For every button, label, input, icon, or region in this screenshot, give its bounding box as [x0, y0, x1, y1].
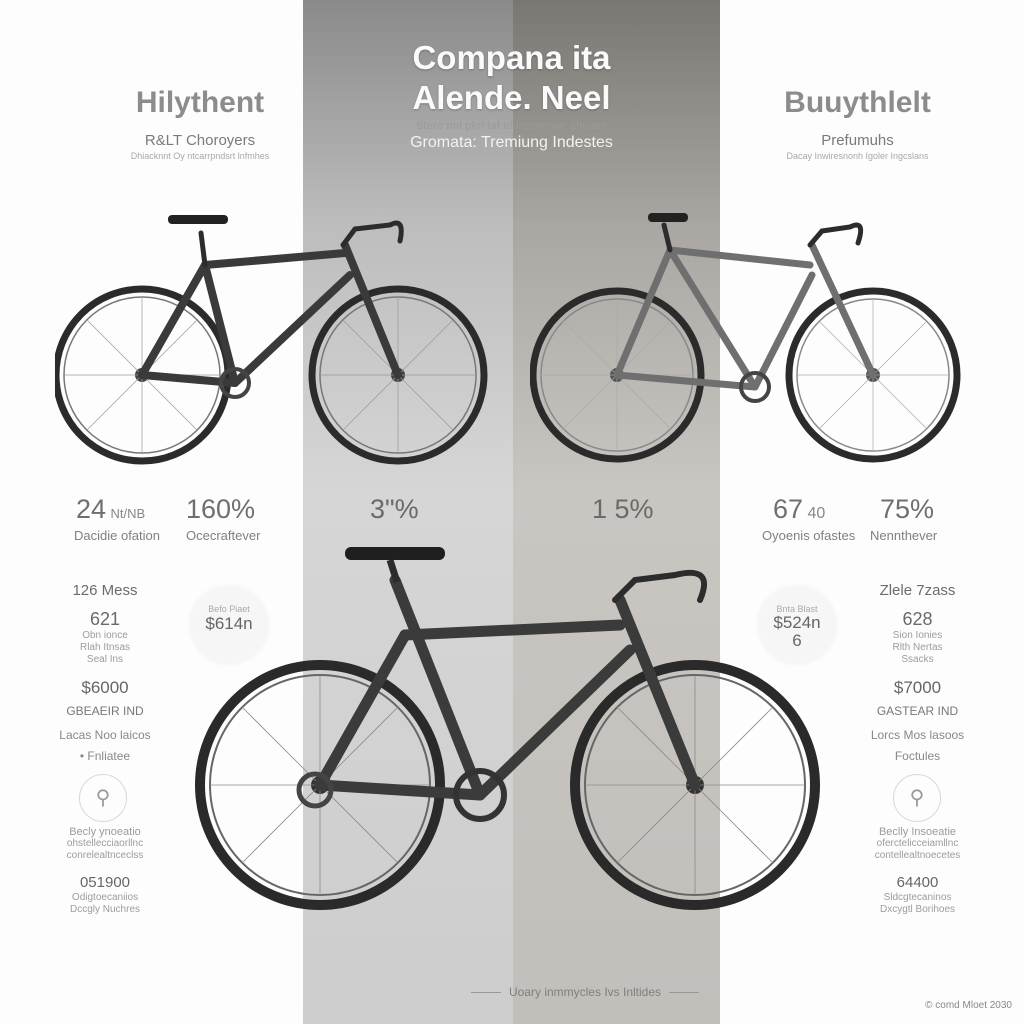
right-spec-sub3: Ssacks: [901, 654, 934, 665]
right-bike-frame: [613, 241, 877, 391]
right-bike-saddle: [648, 213, 688, 222]
left-stat-1-value: 24: [76, 494, 107, 524]
right-circle-small: Bnta Blast: [776, 604, 818, 614]
left-feature: • Fnliatee: [79, 749, 131, 763]
right-brand-sub: Lorcs Mos lasoos: [870, 728, 965, 742]
right-stat-1-value: 67: [773, 494, 804, 524]
left-spec-heading: 126 Mess: [72, 582, 138, 599]
right-column-title: Buuythlelt: [784, 86, 931, 119]
right-stat-1: 67 40: [773, 494, 825, 525]
left-detail-block: Becly ynoeatio ohstellecciaorllnc conrel…: [40, 826, 170, 862]
main-title: Compana ita Alende. Neel: [303, 38, 720, 118]
left-detail-1: Becly ynoeatio: [69, 826, 141, 838]
left-bike-illustration: [55, 215, 488, 465]
right-spec-sub2: Rlth Nertas: [892, 642, 943, 653]
left-circle-value: $614n: [205, 614, 253, 633]
right-feature-icon: ⚲: [893, 774, 941, 822]
copyright: © comd Mloet 2030: [925, 1000, 1012, 1011]
header-subtitle: Gromata: Tremiung Indestes: [410, 134, 613, 151]
footer-caption-text: Uoary inmmycles Ivs Inltides: [508, 985, 662, 999]
left-stat-2-value: 160%: [186, 494, 256, 524]
left-bike-frame: [138, 241, 402, 387]
left-spec-value: 621: [89, 609, 121, 629]
left-stat-1-label: Dacidie ofation: [74, 528, 160, 543]
right-detail-3: contellealtnoecetes: [874, 850, 961, 861]
right-spec-sub1: Sion Ionies: [892, 630, 943, 641]
right-feature: Foctules: [894, 749, 941, 763]
left-stat-1-unit: Nt/NB: [110, 506, 146, 521]
right-bike-illustration: [530, 213, 961, 463]
right-circle-value: $524n: [773, 613, 821, 632]
right-detail-2: oferctelicceiamllnc: [876, 838, 959, 849]
footer-caption: Uoary inmmycles Ivs Inltides: [395, 985, 775, 999]
left-brand: GBEAEIR IND: [66, 704, 144, 718]
right-code: 64400: [896, 874, 939, 891]
right-spec-value: 628: [902, 609, 933, 629]
right-detail-block: Beclly Insoeatie oferctelicceiamllnc con…: [850, 826, 985, 862]
left-detail-3: conrelealtnceclss: [66, 850, 144, 861]
right-code-subs: Sldcgtecaninos Dxcygtl Borihoes: [850, 892, 985, 916]
right-spec-heading: Zlele 7zass: [879, 582, 956, 599]
main-bike-illustration: [195, 547, 820, 910]
left-spec-sub1: Obn ionce: [82, 630, 128, 641]
main-title-line2: Alende. Neel: [412, 79, 611, 116]
right-brand: GASTEAR IND: [876, 704, 959, 718]
header-faint-subtitle: Sterc nnl pkrl laf el inamenwr afkiaen: [415, 120, 608, 132]
left-code-sub2: Dccgly Nuchres: [69, 904, 141, 915]
left-price: $6000: [81, 678, 129, 697]
right-column-subtitle: Prefumuhs: [821, 132, 894, 149]
right-price: $7000: [893, 678, 942, 697]
right-stat-2-value: 75%: [880, 494, 935, 524]
left-spec-sub3: Seal Ins: [86, 654, 124, 665]
left-column-subtitle: R&LT Choroyers: [144, 132, 256, 149]
left-code-subs: Odigtoecaniios Dccgly Nuchres: [40, 892, 170, 916]
right-price-circle: Bnta Blast $524n 6: [758, 586, 836, 664]
main-bike-frame: [314, 574, 701, 801]
main-title-line1: Compana ita: [412, 39, 611, 76]
right-code-sub2: Dxcygtl Borihoes: [879, 904, 956, 915]
left-code: 051900: [79, 874, 131, 891]
main-bike-saddle: [345, 547, 445, 560]
center-stat-right: 1 5%: [592, 494, 654, 524]
right-circle-value2: 6: [792, 631, 802, 650]
center-stat-left: 3"%: [370, 494, 419, 524]
left-spec-sub2: Rlah Itnsas: [79, 642, 131, 653]
right-column-tiny: Dacay Inwiresnonh Igoler Ingcslans: [786, 151, 929, 161]
right-stat-1-label: Oyoenis ofastes: [762, 528, 856, 543]
right-code-sub1: Sldcgtecaninos: [883, 892, 952, 903]
right-spec-block: Zlele 7zass 628 Sion Ionies Rlth Nertas …: [860, 582, 975, 666]
left-circle-small: Befo Piaet: [208, 604, 250, 614]
right-stat-1-unit: 40: [807, 505, 826, 522]
left-stat-2-label: Ocecraftever: [186, 528, 261, 543]
left-feature-icon: ⚲: [79, 774, 127, 822]
left-stat-1: 24 Nt/NB: [76, 494, 145, 525]
center-band-left: [303, 0, 513, 1024]
left-code-sub1: Odigtoecaniios: [71, 892, 139, 903]
left-column-tiny: Dhiacknnt Oy ntcarrpndsrt lnfmhes: [130, 151, 270, 161]
main-bike-chainring: [453, 768, 507, 822]
left-spec-block: 126 Mess 621 Obn ionce Rlah Itnsas Seal …: [50, 582, 160, 666]
left-brand-sub: Lacas Noo laicos: [59, 728, 151, 742]
left-column-title: Hilythent: [135, 86, 265, 119]
right-detail-1: Beclly Insoeatie: [878, 826, 957, 838]
center-band-right: [513, 0, 720, 1024]
right-stat-2-label: Nennthever: [870, 528, 938, 543]
left-bike-saddle: [168, 215, 228, 224]
left-detail-2: ohstellecciaorllnc: [66, 838, 144, 849]
left-price-circle: Befo Piaet $614n: [190, 586, 268, 664]
